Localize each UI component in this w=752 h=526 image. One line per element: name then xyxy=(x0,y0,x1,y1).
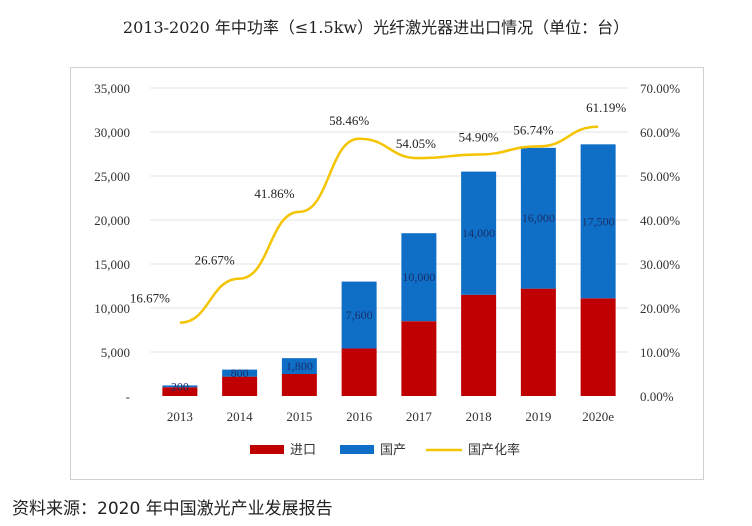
bar-import xyxy=(461,294,497,396)
bar-import xyxy=(222,376,258,396)
rate-line xyxy=(179,125,599,324)
bar-import xyxy=(341,348,377,396)
bar-domestic xyxy=(162,385,198,388)
bar-domestic-label: 800 xyxy=(231,366,249,380)
bar-domestic xyxy=(580,144,616,299)
legend-label-rate: 国产化率 xyxy=(468,442,520,458)
y-left-tick-label: 35,000 xyxy=(94,81,130,96)
rate-data-label: 61.19% xyxy=(586,100,626,115)
bar-domestic-label: 1,800 xyxy=(286,359,313,373)
y-right-tick-label: 20.00% xyxy=(640,301,680,316)
y-left-tick-label: 15,000 xyxy=(94,257,130,272)
y-right-tick-label: 40.00% xyxy=(640,213,680,228)
rate-data-label: 56.74% xyxy=(513,122,553,137)
y-left-tick-label: - xyxy=(126,389,130,404)
legend-label-import: 进口 xyxy=(290,443,316,458)
y-left-tick-label: 20,000 xyxy=(94,213,130,228)
bar-import xyxy=(401,321,437,396)
source-note: 资料来源：2020 年中国激光产业发展报告 xyxy=(12,499,333,519)
x-tick-label: 2016 xyxy=(346,409,373,424)
x-tick-label: 2017 xyxy=(406,409,433,424)
y-right-tick-label: 50.00% xyxy=(640,169,680,184)
y-right-tick-label: 30.00% xyxy=(640,257,680,272)
bar-domestic xyxy=(520,147,556,289)
bar-import xyxy=(281,374,317,396)
y-right-tick-label: 10.00% xyxy=(640,345,680,360)
bar-import xyxy=(162,387,198,396)
rate-data-label: 26.67% xyxy=(195,253,235,268)
y-right-tick-label: 0.00% xyxy=(640,389,674,404)
bar-domestic-label: 14,000 xyxy=(462,226,495,240)
bar-domestic xyxy=(281,358,317,374)
bar-import xyxy=(520,288,556,396)
bar-domestic-label: 200 xyxy=(171,379,189,393)
rate-data-label: 41.86% xyxy=(254,186,294,201)
y-right-tick-label: 60.00% xyxy=(640,125,680,140)
bar-domestic-label: 17,500 xyxy=(582,214,615,228)
y-left-tick-label: 5,000 xyxy=(101,345,130,360)
x-tick-label: 2019 xyxy=(525,409,551,424)
y-left-tick-label: 25,000 xyxy=(94,169,130,184)
chart-frame xyxy=(70,67,704,480)
bar-domestic xyxy=(341,281,377,349)
x-tick-label: 2013 xyxy=(167,409,193,424)
x-tick-label: 2014 xyxy=(227,409,254,424)
y-right-tick-label: 70.00% xyxy=(640,81,680,96)
bar-domestic xyxy=(222,369,258,377)
rate-data-label: 54.05% xyxy=(396,136,436,151)
x-tick-label: 2015 xyxy=(286,409,312,424)
bar-domestic-label: 10,000 xyxy=(402,270,435,284)
x-tick-label: 2020e xyxy=(582,409,614,424)
chart-title: 2013-2020 年中功率（≤1.5kw）光纤激光器进出口情况（单位：台） xyxy=(122,18,630,37)
legend-label-domestic: 国产 xyxy=(380,443,406,458)
bar-import xyxy=(580,298,616,396)
rate-data-label: 16.67% xyxy=(130,291,170,306)
bar-domestic-label: 7,600 xyxy=(346,308,373,322)
bar-domestic-label: 16,000 xyxy=(522,211,555,225)
x-tick-label: 2018 xyxy=(466,409,492,424)
y-left-tick-label: 30,000 xyxy=(94,125,130,140)
rate-data-label: 58.46% xyxy=(329,113,369,128)
legend-swatch-import xyxy=(250,445,284,454)
legend-swatch-domestic xyxy=(340,445,374,454)
bar-domestic xyxy=(401,233,437,322)
rate-data-label: 54.90% xyxy=(459,129,499,144)
y-left-tick-label: 10,000 xyxy=(94,301,130,316)
bar-domestic xyxy=(461,171,497,295)
